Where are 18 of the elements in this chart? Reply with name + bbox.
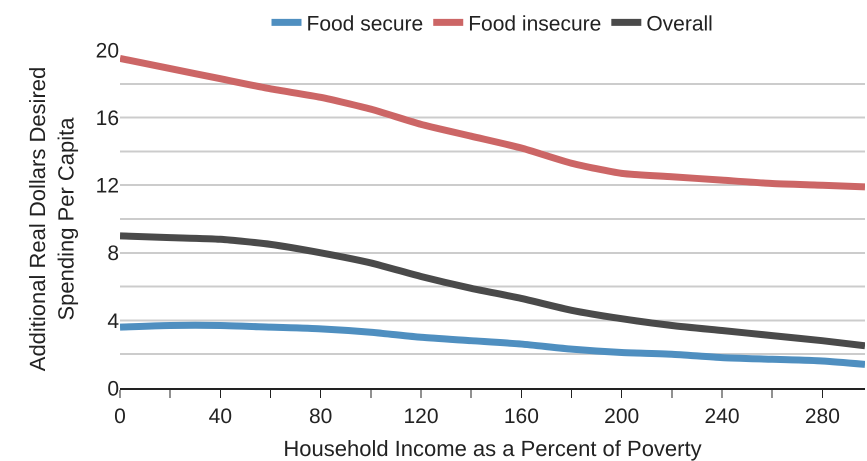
x-tick-label: 200: [604, 405, 640, 428]
y-tick-label: 20: [96, 39, 119, 62]
x-axis-title: Household Income as a Percent of Poverty: [283, 436, 702, 461]
y-tick-label: 16: [96, 106, 119, 130]
y-tick-label: 4: [107, 310, 120, 333]
x-tick-label: 120: [403, 405, 439, 428]
legend-label: Food secure: [306, 12, 424, 36]
y-tick-label: 12: [96, 174, 119, 198]
x-tick-label: 80: [308, 405, 332, 428]
x-tick-label: 160: [504, 405, 539, 428]
y-axis-title: Additional Real Dollars Desired Spending Per Capita: [24, 66, 78, 372]
y-tick-label: 0: [107, 377, 119, 400]
x-tick-label: 280: [804, 405, 840, 428]
y-tick-label: 8: [107, 242, 119, 266]
x-tick-label: 240: [704, 405, 740, 428]
x-tick-label: 40: [208, 405, 232, 428]
legend-label: Overall: [646, 12, 713, 36]
legend-label: Food insecure: [468, 12, 602, 36]
